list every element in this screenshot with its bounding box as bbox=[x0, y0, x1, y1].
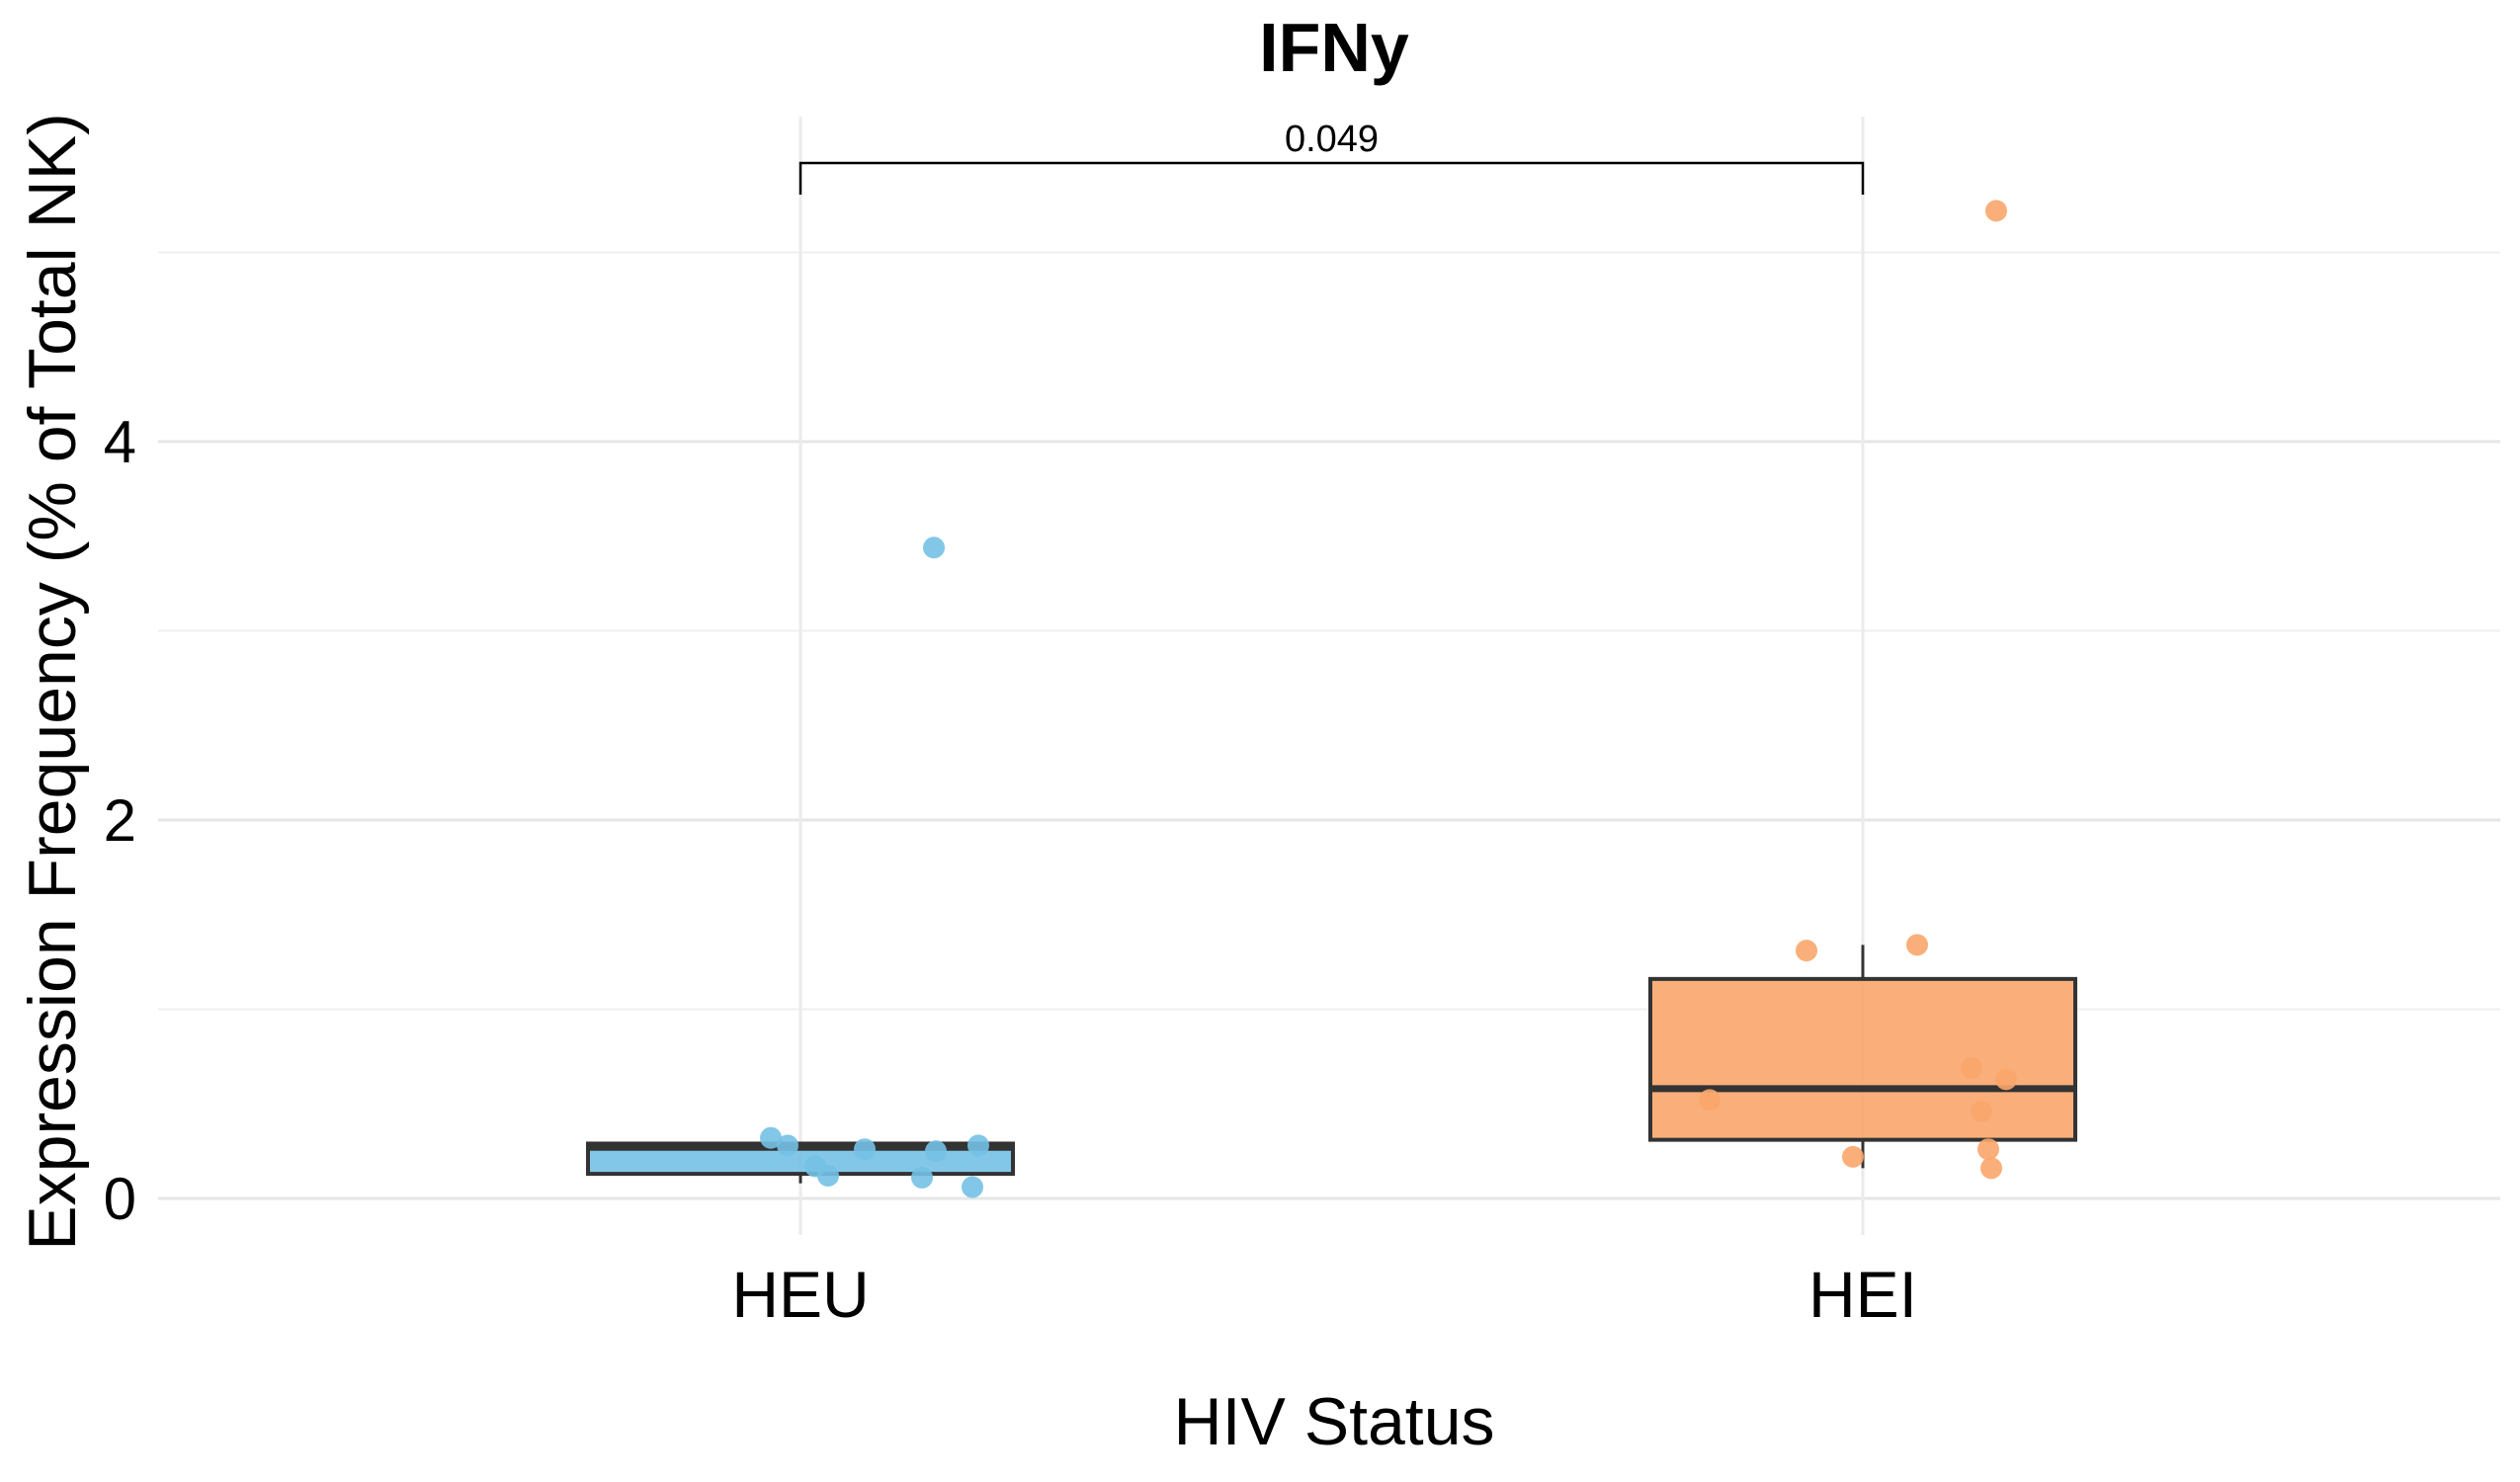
grid-layer bbox=[158, 117, 2500, 1235]
data-point bbox=[817, 1165, 839, 1188]
x-axis-title: HIV Status bbox=[1173, 1384, 1494, 1459]
data-point bbox=[1971, 1100, 1992, 1122]
data-point bbox=[1796, 940, 1817, 962]
data-point bbox=[1961, 1056, 1982, 1079]
chart-title: IFNy bbox=[1259, 9, 1409, 86]
data-point bbox=[760, 1126, 782, 1149]
data-point bbox=[911, 1166, 933, 1189]
y-axis-title: Expression Frequency (% of Total NK) bbox=[15, 113, 90, 1250]
x-tick-label: HEU bbox=[731, 1258, 869, 1331]
p-value-label: 0.049 bbox=[1285, 119, 1379, 160]
data-point bbox=[1995, 1068, 2017, 1091]
data-point bbox=[854, 1138, 876, 1161]
comparison-bracket bbox=[798, 161, 1865, 195]
y-tick-label: 4 bbox=[104, 409, 136, 475]
box-iqr bbox=[1648, 976, 2077, 1142]
data-point bbox=[1906, 934, 1928, 956]
data-point bbox=[925, 1140, 947, 1163]
y-tick-label: 0 bbox=[104, 1166, 136, 1232]
data-point bbox=[1699, 1089, 1721, 1112]
annotation-layer: 0.049 bbox=[798, 119, 1865, 195]
data-point bbox=[1842, 1145, 1864, 1168]
tick-layer: 0 2 4 HEU HEI bbox=[104, 409, 1917, 1331]
point-layer bbox=[760, 200, 2017, 1198]
data-point bbox=[1985, 200, 2007, 222]
data-point bbox=[962, 1176, 983, 1198]
data-point bbox=[1977, 1138, 1999, 1161]
data-point bbox=[967, 1134, 989, 1157]
data-point bbox=[923, 536, 945, 559]
y-tick-label: 2 bbox=[104, 787, 136, 854]
data-point bbox=[777, 1134, 798, 1157]
x-tick-label: HEI bbox=[1808, 1258, 1917, 1331]
data-point bbox=[1980, 1157, 2002, 1180]
